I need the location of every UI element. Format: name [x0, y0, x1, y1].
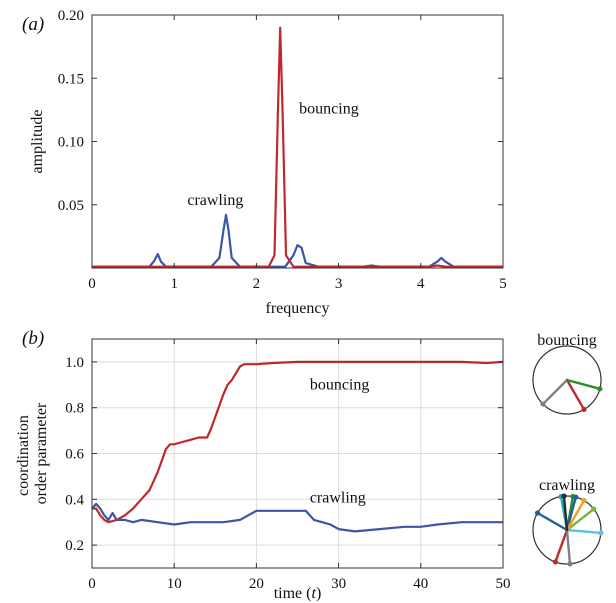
y-tick-label: 0.10: [58, 135, 84, 151]
x-tick-label: 10: [167, 576, 182, 592]
phase-dot: [581, 406, 587, 413]
annotation-bouncing: bouncing: [299, 101, 359, 118]
x-tick-label: 3: [335, 276, 343, 292]
y-tick-label: 0.8: [65, 401, 84, 417]
phase-dot: [552, 559, 558, 565]
phase-dot: [598, 530, 604, 536]
y-tick-label: 0.4: [65, 492, 84, 508]
chart-b: 0 10 20 30 40 50 0.2 0.4 0.6 0.8 1.0 time (t) coor…: [15, 338, 511, 602]
chart-a: 0 1 2 3 4 5 0.05 0.10 0.15 0.20 frequency amplitu…: [29, 8, 507, 317]
panel-b-label: (b): [22, 328, 44, 349]
chart-b-x-axis-label-part: ): [316, 585, 321, 602]
y-tick-label: 0.6: [65, 447, 84, 463]
phase-inset-bouncing: bouncing: [532, 332, 603, 415]
phase-dot: [573, 494, 579, 500]
x-tick-label: 30: [331, 576, 346, 592]
annotation-crawling: crawling: [187, 192, 243, 209]
x-tick-label: 0: [88, 576, 96, 592]
y-tick-label: 0.15: [58, 71, 84, 87]
y-tick-label: 0.2: [65, 538, 84, 554]
phase-arm: [562, 494, 569, 532]
phase-arm: [565, 378, 586, 411]
phase-dot: [591, 506, 597, 512]
annotation-crawling: crawling: [310, 490, 366, 507]
chart-b-x-axis-label-var: t: [311, 585, 316, 602]
x-tick-label: 20: [249, 576, 264, 592]
chart-b-y-axis-label: coordination order parameter: [15, 402, 50, 504]
series-line-crawling: [92, 213, 503, 268]
series-line-bouncing: [92, 360, 504, 524]
y-tick-label: 1.0: [65, 355, 84, 371]
phase-dot: [597, 386, 603, 392]
x-tick-label: 1: [170, 276, 178, 292]
chart-b-y-axis-label-line: order parameter: [33, 402, 50, 504]
phase-dot: [581, 497, 587, 504]
chart-b-x-axis-label-part: time (: [274, 585, 312, 602]
annotation-bouncing: bouncing: [310, 376, 370, 393]
phase-dot: [567, 561, 573, 567]
phase-arm: [565, 528, 603, 535]
phase-arm: [554, 528, 569, 564]
x-tick-label: 2: [253, 276, 261, 292]
chart-a-frame: [91, 14, 504, 269]
phase-arm: [536, 511, 569, 532]
phase-arm: [565, 507, 595, 532]
phase-arm: [565, 528, 572, 566]
chart-a-y-axis-label: amplitude: [29, 110, 46, 174]
phase-inset-crawling: crawling: [532, 477, 604, 567]
phase-arm: [565, 495, 577, 532]
x-tick-label: 50: [496, 576, 511, 592]
chart-b-x-axis-label: time (t): [274, 585, 322, 602]
phase-arm: [541, 378, 569, 406]
phase-insets: bouncing crawling: [532, 332, 604, 567]
phase-dot: [561, 493, 567, 499]
phase-arm: [565, 499, 586, 532]
x-tick-label: 4: [417, 276, 425, 292]
phase-arm: [565, 378, 602, 390]
series-line-bouncing: [92, 26, 503, 268]
phase-dot: [540, 401, 546, 407]
x-tick-label: 0: [88, 276, 96, 292]
series-line-crawling: [91, 502, 503, 533]
x-tick-label: 5: [499, 276, 507, 292]
y-tick-label: 0.20: [58, 8, 84, 24]
phase-circle: [532, 495, 602, 565]
chart-b-y-axis-label-line: coordination: [15, 415, 32, 496]
chart-a-x-axis-label: frequency: [266, 300, 330, 317]
phase-dot: [534, 510, 541, 516]
y-tick-label: 0.05: [58, 198, 84, 214]
inset-label: bouncing: [537, 332, 597, 349]
x-tick-label: 40: [413, 576, 428, 592]
inset-label: crawling: [539, 477, 595, 494]
phase-circle: [532, 345, 602, 415]
panel-a-label: (a): [22, 14, 44, 35]
